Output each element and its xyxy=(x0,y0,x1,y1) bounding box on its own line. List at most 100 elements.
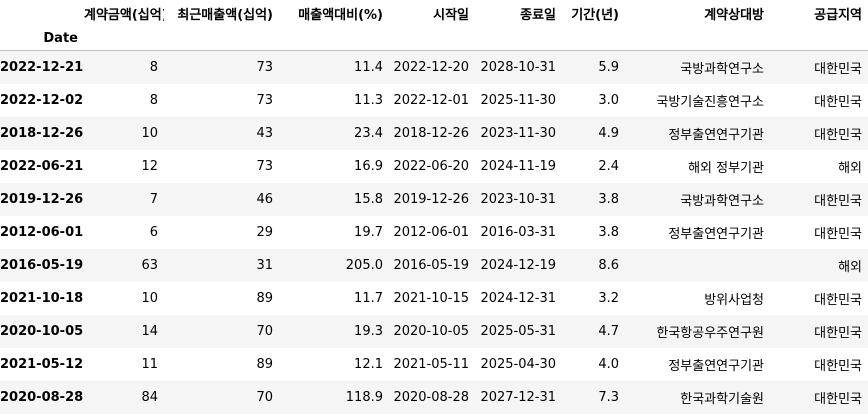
table-cell: 19.7 xyxy=(354,224,383,240)
table-cell: 한국과학기술원 xyxy=(680,391,764,407)
row-index-date: 2021-10-18 xyxy=(0,290,84,306)
row-index-date: 2021-05-12 xyxy=(0,356,84,372)
table-cell: 3.8 xyxy=(598,224,619,240)
table-row: 2019-12-26 7 46 15.8 2019-12-26 2023-10-31 3.8… xyxy=(0,182,868,216)
row-index-date: 2018-12-26 xyxy=(0,125,84,141)
table-cell: 73 xyxy=(256,59,273,75)
table-cell: 2016-05-19 xyxy=(393,257,469,273)
table-cell: 2023-10-31 xyxy=(480,191,556,207)
table-cell: 4.0 xyxy=(598,356,619,372)
table-cell: 2021-10-15 xyxy=(393,290,469,306)
table-cell: 정부출연연구기관 xyxy=(668,358,764,374)
table-row: 2020-10-05 14 70 19.3 2020-10-05 2025-05-31 4.… xyxy=(0,314,868,348)
column-header: 계약금액(십억) xyxy=(84,7,164,23)
table-cell: 89 xyxy=(256,356,273,372)
table-cell: 2025-05-31 xyxy=(480,323,556,339)
table-cell: 대한민국 xyxy=(814,193,862,209)
row-index-date: 2020-08-28 xyxy=(0,389,84,405)
table-cell: 19.3 xyxy=(354,323,383,339)
table-cell: 43 xyxy=(256,125,273,141)
table-cell: 10 xyxy=(141,290,158,306)
table-cell: 73 xyxy=(256,92,273,108)
table-cell: 11.7 xyxy=(354,290,383,306)
table-row: 2022-06-21 12 73 16.9 2022-06-20 2024-11-19 2.… xyxy=(0,150,868,183)
table-cell: 3.8 xyxy=(598,191,619,207)
table-row: 2016-05-19 63 31 205.0 2016-05-19 2024-12-19 8… xyxy=(0,248,868,282)
table-cell: 2.4 xyxy=(598,158,619,174)
table-cell: 11 xyxy=(141,356,158,372)
table-cell: 7.3 xyxy=(598,389,619,405)
table-cell: 2023-11-30 xyxy=(480,125,556,141)
table-cell: 2024-12-31 xyxy=(480,290,556,306)
table-cell: 해외 정부기관 xyxy=(688,160,764,176)
table-cell: 국방과학연구소 xyxy=(680,61,764,77)
table-cell: 73 xyxy=(256,158,273,174)
column-header: 공급지역 xyxy=(814,7,862,23)
table-cell: 대한민국 xyxy=(814,226,862,242)
table-cell: 2019-12-26 xyxy=(393,191,469,207)
table-cell: 해외 xyxy=(838,259,862,275)
table-cell: 5.9 xyxy=(598,59,619,75)
table-row: 2022-12-21 8 73 11.4 2022-12-20 2028-10-31 5.9… xyxy=(0,50,868,84)
row-index-date: 2022-06-21 xyxy=(0,158,84,174)
table-cell: 3.2 xyxy=(598,290,619,306)
table-cell: 2020-08-28 xyxy=(393,389,469,405)
table-cell: 12 xyxy=(141,158,158,174)
table-cell: 국방과학연구소 xyxy=(680,193,764,209)
table-cell: 방위사업청 xyxy=(704,292,764,308)
table-cell: 12.1 xyxy=(354,356,383,372)
table-cell: 2025-11-30 xyxy=(480,92,556,108)
table-cell: 11.4 xyxy=(354,59,383,75)
row-index-date: 2022-12-02 xyxy=(0,92,84,108)
table-cell: 89 xyxy=(256,290,273,306)
table-cell: 2022-06-20 xyxy=(393,158,469,174)
table-cell xyxy=(625,249,770,282)
column-header: 매출액대비(%) xyxy=(298,7,383,23)
table-row: 2020-08-28 84 70 118.9 2020-08-28 2027-12-31 7… xyxy=(0,380,868,414)
table-cell: 2022-12-20 xyxy=(393,59,469,75)
table-cell: 3.0 xyxy=(598,92,619,108)
table-cell: 2028-10-31 xyxy=(480,59,556,75)
table-cell: 해외 xyxy=(838,160,862,176)
table-cell: 대한민국 xyxy=(814,94,862,110)
table-cell: 118.9 xyxy=(345,389,383,405)
column-header: 시작일 xyxy=(433,7,469,23)
corner-cell xyxy=(0,0,84,26)
table-cell: 11.3 xyxy=(354,92,383,108)
table-cell: 정부출연연구기관 xyxy=(668,226,764,242)
column-header: 계약상대방 xyxy=(704,7,764,23)
column-header: 종료일 xyxy=(520,7,556,23)
table-cell: 84 xyxy=(141,389,158,405)
row-index-date: 2012-06-01 xyxy=(0,224,84,240)
table-cell: 대한민국 xyxy=(814,127,862,143)
table-cell: 2025-04-30 xyxy=(480,356,556,372)
row-index-date: 2020-10-05 xyxy=(0,323,84,339)
table-cell: 정부출연연구기관 xyxy=(668,127,764,143)
table-cell: 70 xyxy=(256,323,273,339)
table-cell: 2024-12-19 xyxy=(480,257,556,273)
table-cell: 2027-12-31 xyxy=(480,389,556,405)
table-cell: 대한민국 xyxy=(814,61,862,77)
table-cell: 63 xyxy=(141,257,158,273)
table-row: 2021-10-18 10 89 11.7 2021-10-15 2024-12-31 3.… xyxy=(0,282,868,315)
table-cell: 2022-12-01 xyxy=(393,92,469,108)
row-index-date: 2019-12-26 xyxy=(0,191,84,207)
table-cell: 대한민국 xyxy=(814,391,862,407)
table-row: 2022-12-02 8 73 11.3 2022-12-01 2025-11-30 3.0… xyxy=(0,84,868,117)
column-header-row: 계약금액(십억) 최근매출액(십억) 매출액대비(%) 시작일 종료일 기간(년… xyxy=(0,0,868,26)
table-cell: 6 xyxy=(149,224,158,240)
table-row: 2021-05-12 11 89 12.1 2021-05-11 2025-04-30 4.… xyxy=(0,348,868,381)
table-cell: 7 xyxy=(149,191,158,207)
table-cell: 대한민국 xyxy=(814,325,862,341)
index-name: Date xyxy=(43,30,78,46)
table-cell: 한국항공우주연구원 xyxy=(656,325,764,341)
table-cell: 46 xyxy=(256,191,273,207)
table-cell: 4.7 xyxy=(598,323,619,339)
table-cell: 대한민국 xyxy=(814,358,862,374)
table-cell: 29 xyxy=(256,224,273,240)
row-index-date: 2016-05-19 xyxy=(0,257,84,273)
table-cell: 8 xyxy=(149,92,158,108)
table-cell: 대한민국 xyxy=(814,292,862,308)
table-cell: 2016-03-31 xyxy=(480,224,556,240)
